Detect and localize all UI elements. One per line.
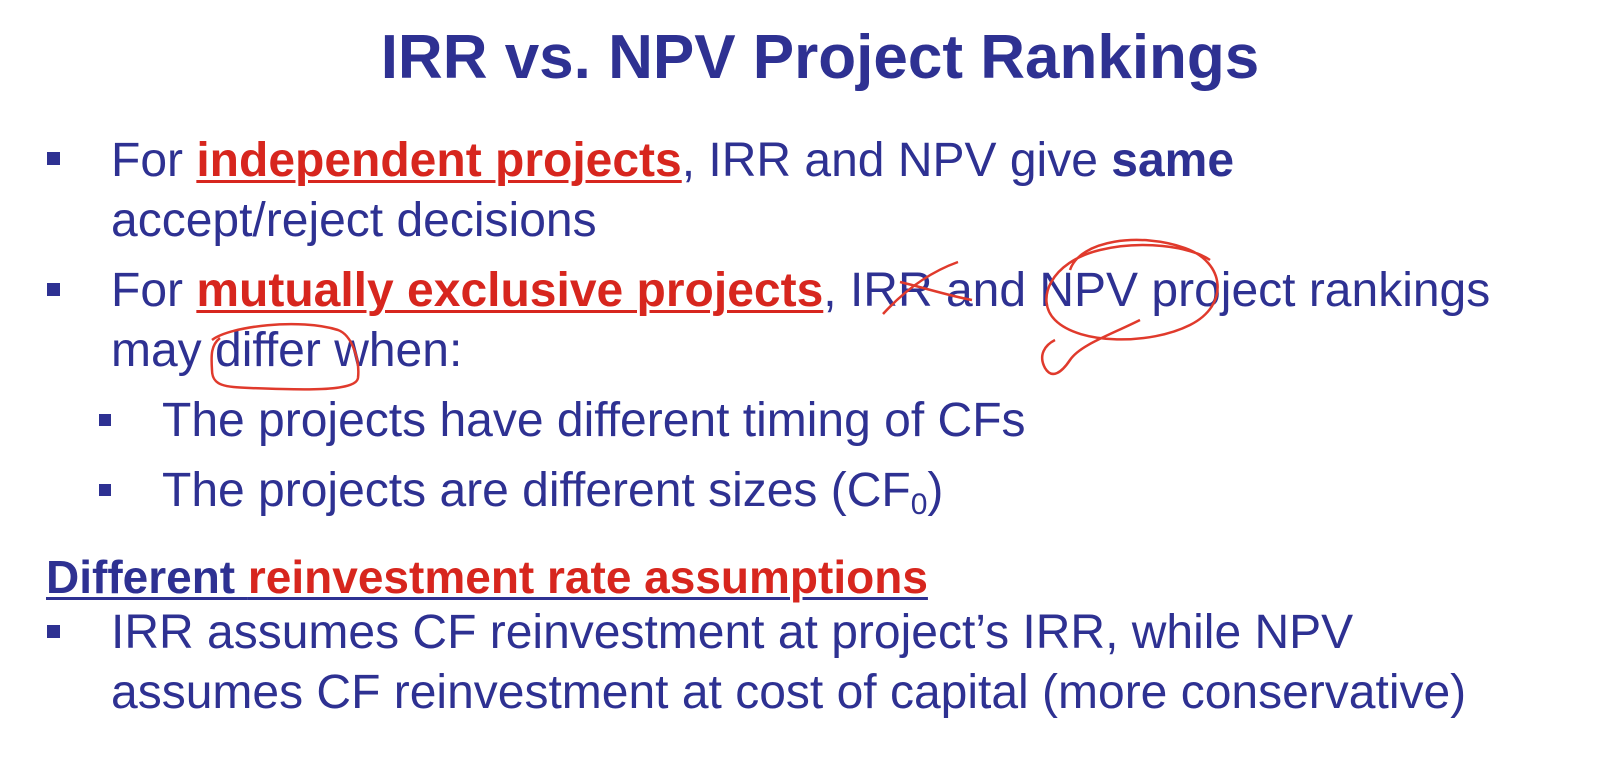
heading-part1: Different xyxy=(46,551,248,603)
sub-bullet-2-suffix: ) xyxy=(927,464,944,517)
bullet-marker xyxy=(47,152,60,165)
heading-part2: reinvestment rate assumptions xyxy=(247,551,928,603)
bullet2-highlight: mutually exclusive projects xyxy=(196,264,824,317)
slide-title: IRR vs. NPV Project Rankings xyxy=(380,23,1260,92)
bullet2-prefix: For xyxy=(111,264,197,317)
bullet1-prefix: For xyxy=(111,134,197,187)
cf-subscript: 0 xyxy=(910,488,928,521)
bullet3-line2: assumes CF reinvestment at cost of capit… xyxy=(111,666,1467,719)
section-heading: Different reinvestment rate assumptions xyxy=(46,549,928,605)
bullet-marker xyxy=(47,283,60,296)
bullet2-middle: , IRR and NPV project rankings xyxy=(823,264,1491,317)
bullet1-highlight: independent projects xyxy=(196,134,682,187)
sub-bullet-2: The projects are different sizes (CF0) xyxy=(162,462,943,520)
bullet2-line1: For mutually exclusive projects, IRR and… xyxy=(111,262,1490,320)
sub-bullet-marker xyxy=(99,414,111,426)
bullet1-bold: same xyxy=(1111,134,1235,187)
bullet3-line1: IRR assumes CF reinvestment at project’s… xyxy=(111,606,1354,659)
bullet-marker xyxy=(47,625,60,638)
bullet1-line1: For independent projects, IRR and NPV gi… xyxy=(111,132,1234,190)
bullet1-line2: accept/reject decisions xyxy=(111,194,597,247)
bullet2-line2: may differ when: xyxy=(111,324,463,377)
sub-bullet-marker xyxy=(99,484,111,496)
bullet1-middle: , IRR and NPV give xyxy=(681,134,1112,187)
sub-bullet-1: The projects have different timing of CF… xyxy=(162,394,1026,447)
tick-mark xyxy=(1040,318,1141,376)
sub-bullet-2-text: The projects are different sizes (CF xyxy=(162,464,911,517)
